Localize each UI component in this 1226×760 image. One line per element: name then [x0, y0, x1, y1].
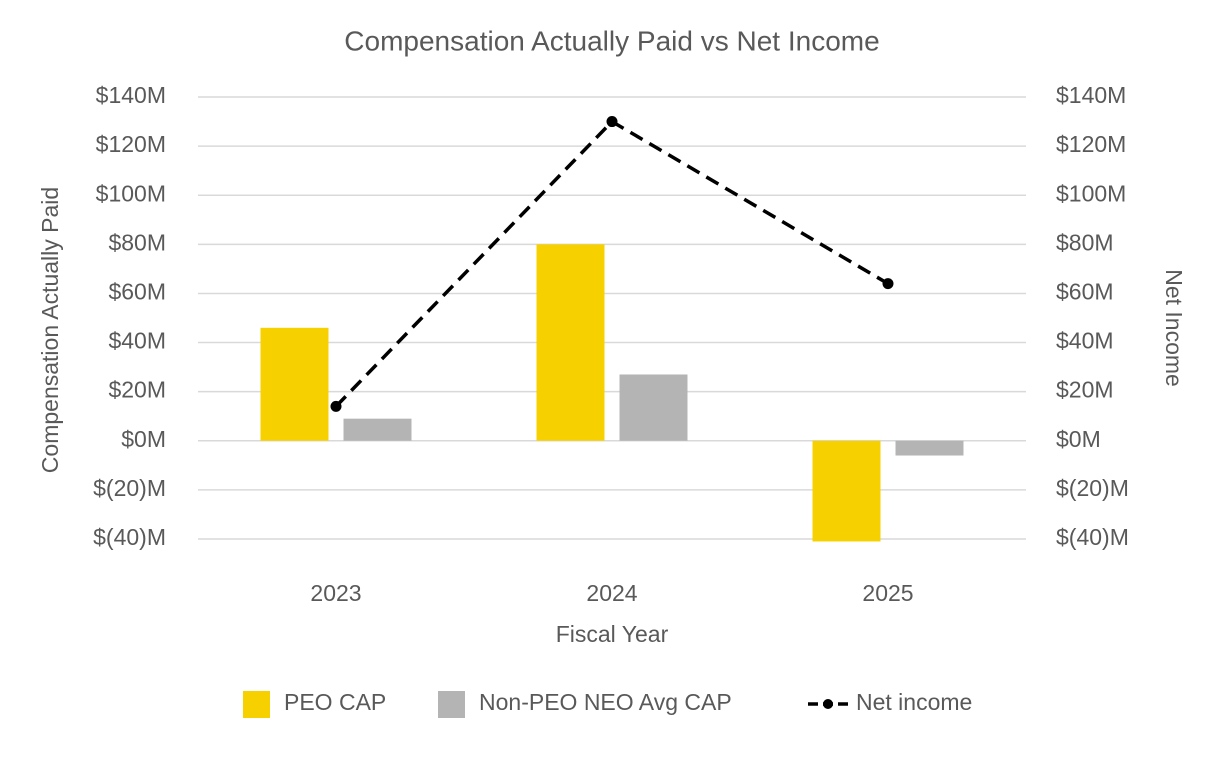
y2-tick-label: $40M [1056, 328, 1114, 354]
y2-tick-label: $(20)M [1056, 475, 1129, 501]
x-tick-label: 2023 [310, 580, 361, 606]
y-tick-label: $80M [108, 229, 166, 255]
bar [619, 374, 688, 441]
y2-tick-label: $20M [1056, 377, 1114, 403]
y-tick-label: $60M [108, 279, 166, 305]
legend-label: Net income [856, 689, 972, 715]
y2-tick-label: $60M [1056, 279, 1114, 305]
legend-marker [823, 699, 833, 709]
x-axis-title: Fiscal Year [556, 621, 669, 647]
legend-label: Non-PEO NEO Avg CAP [479, 689, 732, 715]
x-tick-label: 2024 [586, 580, 637, 606]
bar [343, 418, 412, 441]
y2-axis-title: Net Income [1161, 269, 1187, 387]
y-tick-label: $(40)M [93, 524, 166, 550]
y-tick-label: $140M [96, 82, 166, 108]
bar [536, 244, 605, 441]
y2-tick-label: $0M [1056, 426, 1101, 452]
y2-tick-label: $(40)M [1056, 524, 1129, 550]
line-marker [330, 400, 342, 412]
bar [895, 440, 964, 456]
y-tick-label: $20M [108, 377, 166, 403]
y-tick-label: $(20)M [93, 475, 166, 501]
x-tick-label: 2025 [862, 580, 913, 606]
legend-label: PEO CAP [284, 689, 386, 715]
bar [260, 327, 329, 441]
y-tick-label: $120M [96, 131, 166, 157]
legend-swatch [243, 691, 270, 718]
chart-title: Compensation Actually Paid vs Net Income [344, 25, 879, 56]
line-marker [882, 278, 894, 290]
y-tick-label: $40M [108, 328, 166, 354]
line [334, 119, 889, 408]
y-axis-title: Compensation Actually Paid [37, 187, 63, 473]
y2-tick-label: $80M [1056, 229, 1114, 255]
bar [812, 440, 881, 542]
y-tick-label: $100M [96, 180, 166, 206]
y2-tick-label: $120M [1056, 131, 1126, 157]
y2-tick-label: $140M [1056, 82, 1126, 108]
line-marker [606, 116, 618, 128]
y2-tick-label: $100M [1056, 180, 1126, 206]
legend-swatch [438, 691, 465, 718]
y-tick-label: $0M [121, 426, 166, 452]
